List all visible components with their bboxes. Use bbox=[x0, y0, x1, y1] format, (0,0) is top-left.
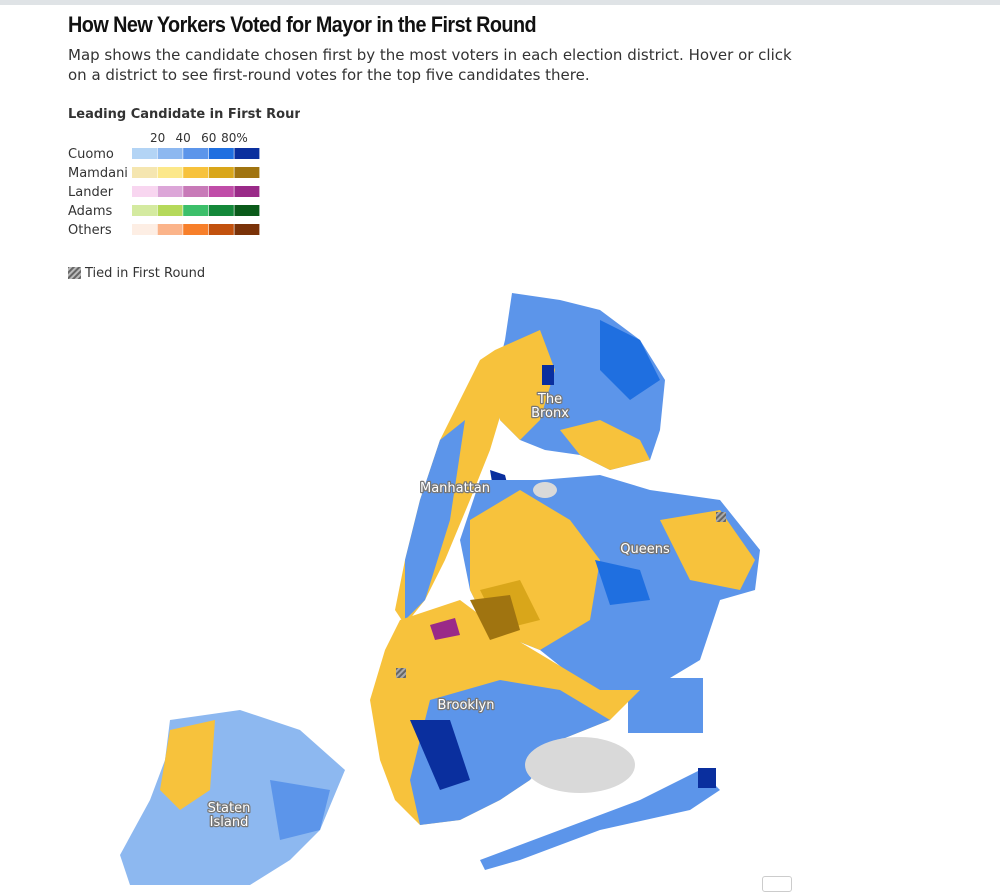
color-swatch bbox=[208, 167, 234, 178]
legend-rows: 20 40 60 80% Cuomo Mamdani Lander Adams Others bbox=[68, 131, 260, 238]
borough-label: Queens bbox=[620, 542, 670, 557]
color-swatch bbox=[183, 205, 209, 216]
candidate-name: Mamdani bbox=[68, 166, 128, 181]
color-swatch bbox=[183, 186, 209, 197]
brooklyn-lander bbox=[430, 618, 460, 640]
brooklyn-south bbox=[410, 680, 610, 825]
color-swatch bbox=[157, 186, 183, 197]
color-swatch bbox=[234, 148, 260, 159]
color-swatch bbox=[157, 167, 183, 178]
tie-2 bbox=[396, 668, 406, 678]
bronx-west bbox=[495, 330, 555, 440]
brooklyn-dark bbox=[410, 720, 470, 790]
borough-label: Brooklyn bbox=[438, 698, 495, 713]
brooklyn-core bbox=[470, 595, 520, 640]
jamaica-bay bbox=[525, 737, 635, 793]
color-swatch bbox=[234, 224, 260, 235]
rockaways bbox=[480, 770, 720, 870]
boroughs bbox=[120, 293, 760, 885]
color-swatch bbox=[132, 186, 157, 197]
staten-east bbox=[270, 780, 330, 840]
queens-dark bbox=[595, 560, 650, 605]
scale-label: 60 bbox=[201, 131, 216, 145]
color-swatch bbox=[132, 224, 157, 235]
candidate-name: Adams bbox=[68, 204, 113, 219]
legend: Leading Candidate in First Round 20 40 60 8… bbox=[68, 107, 300, 281]
color-swatch bbox=[183, 167, 209, 178]
tied-label: Tied in First Round bbox=[84, 266, 205, 281]
color-swatch bbox=[132, 148, 157, 159]
color-swatch bbox=[234, 205, 260, 216]
legend-title: Leading Candidate in First Round bbox=[68, 107, 300, 122]
borough-label: Staten bbox=[208, 801, 251, 816]
candidate-name: Cuomo bbox=[68, 147, 114, 162]
manhattan-west bbox=[405, 420, 465, 620]
scale-label: 20 bbox=[150, 131, 165, 145]
scale-label: 80% bbox=[221, 131, 248, 145]
borough-label: Bronx bbox=[531, 406, 569, 421]
description: Map shows the candidate chosen first by … bbox=[68, 46, 792, 84]
rockaways-dark bbox=[698, 768, 716, 788]
tie-1 bbox=[716, 512, 726, 522]
color-swatch bbox=[157, 148, 183, 159]
staten-north bbox=[160, 720, 215, 810]
color-swatch bbox=[132, 205, 157, 216]
color-swatch bbox=[208, 205, 234, 216]
bronx-south bbox=[560, 420, 650, 470]
color-swatch bbox=[132, 167, 157, 178]
color-swatch bbox=[234, 167, 260, 178]
bronx-dark bbox=[542, 365, 554, 385]
queens-airport bbox=[628, 678, 703, 733]
candidate-name: Others bbox=[68, 223, 112, 238]
queens-east bbox=[660, 510, 755, 590]
color-swatch bbox=[208, 224, 234, 235]
color-swatch bbox=[183, 224, 209, 235]
color-swatch bbox=[157, 205, 183, 216]
candidate-name: Lander bbox=[68, 185, 114, 200]
map-control[interactable] bbox=[762, 876, 792, 892]
color-swatch bbox=[208, 186, 234, 197]
top-bar bbox=[0, 0, 1000, 5]
scale-label: 40 bbox=[176, 131, 191, 145]
color-swatch bbox=[208, 148, 234, 159]
bronx-east bbox=[600, 320, 660, 400]
borough-label: Manhattan bbox=[420, 481, 490, 496]
park bbox=[533, 482, 557, 498]
borough-label: Island bbox=[210, 815, 249, 830]
borough-label: The bbox=[537, 392, 562, 407]
title: How New Yorkers Voted for Mayor in the F… bbox=[68, 12, 537, 37]
color-swatch bbox=[157, 224, 183, 235]
color-swatch bbox=[183, 148, 209, 159]
color-swatch bbox=[234, 186, 260, 197]
tied-swatch bbox=[68, 267, 81, 279]
